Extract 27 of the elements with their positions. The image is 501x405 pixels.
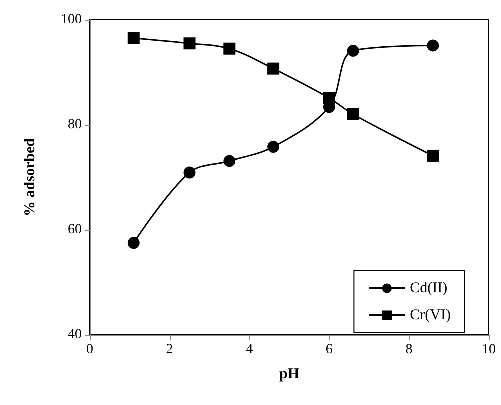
x-tick-label: 10 <box>482 342 496 358</box>
point <box>347 44 360 57</box>
y-tick-label: 80 <box>68 118 82 132</box>
y-tick-label: 60 <box>68 222 82 238</box>
y-tick-label: 100 <box>61 12 82 28</box>
point <box>427 40 440 52</box>
point <box>184 38 196 50</box>
x-tick-label: 8 <box>406 342 413 358</box>
point <box>184 166 196 179</box>
x-tick-label: 2 <box>166 342 174 358</box>
y-axis-title: % adsorbed <box>22 138 38 216</box>
point <box>128 32 140 44</box>
legend-label: Cr(VI) <box>410 308 452 324</box>
point <box>268 62 280 75</box>
x-tick-label: 6 <box>326 342 333 358</box>
x-axis-title: pH <box>279 366 300 382</box>
point <box>268 141 280 154</box>
y-tick-label: 40 <box>68 328 82 342</box>
point <box>347 108 360 120</box>
point <box>224 42 236 55</box>
point <box>224 155 236 168</box>
x-tick-label: 0 <box>86 342 94 358</box>
legend-label: Cd(II) <box>410 280 448 296</box>
point <box>427 150 440 162</box>
point <box>323 92 336 104</box>
x-tick-label: 4 <box>246 342 254 358</box>
point <box>128 237 140 250</box>
